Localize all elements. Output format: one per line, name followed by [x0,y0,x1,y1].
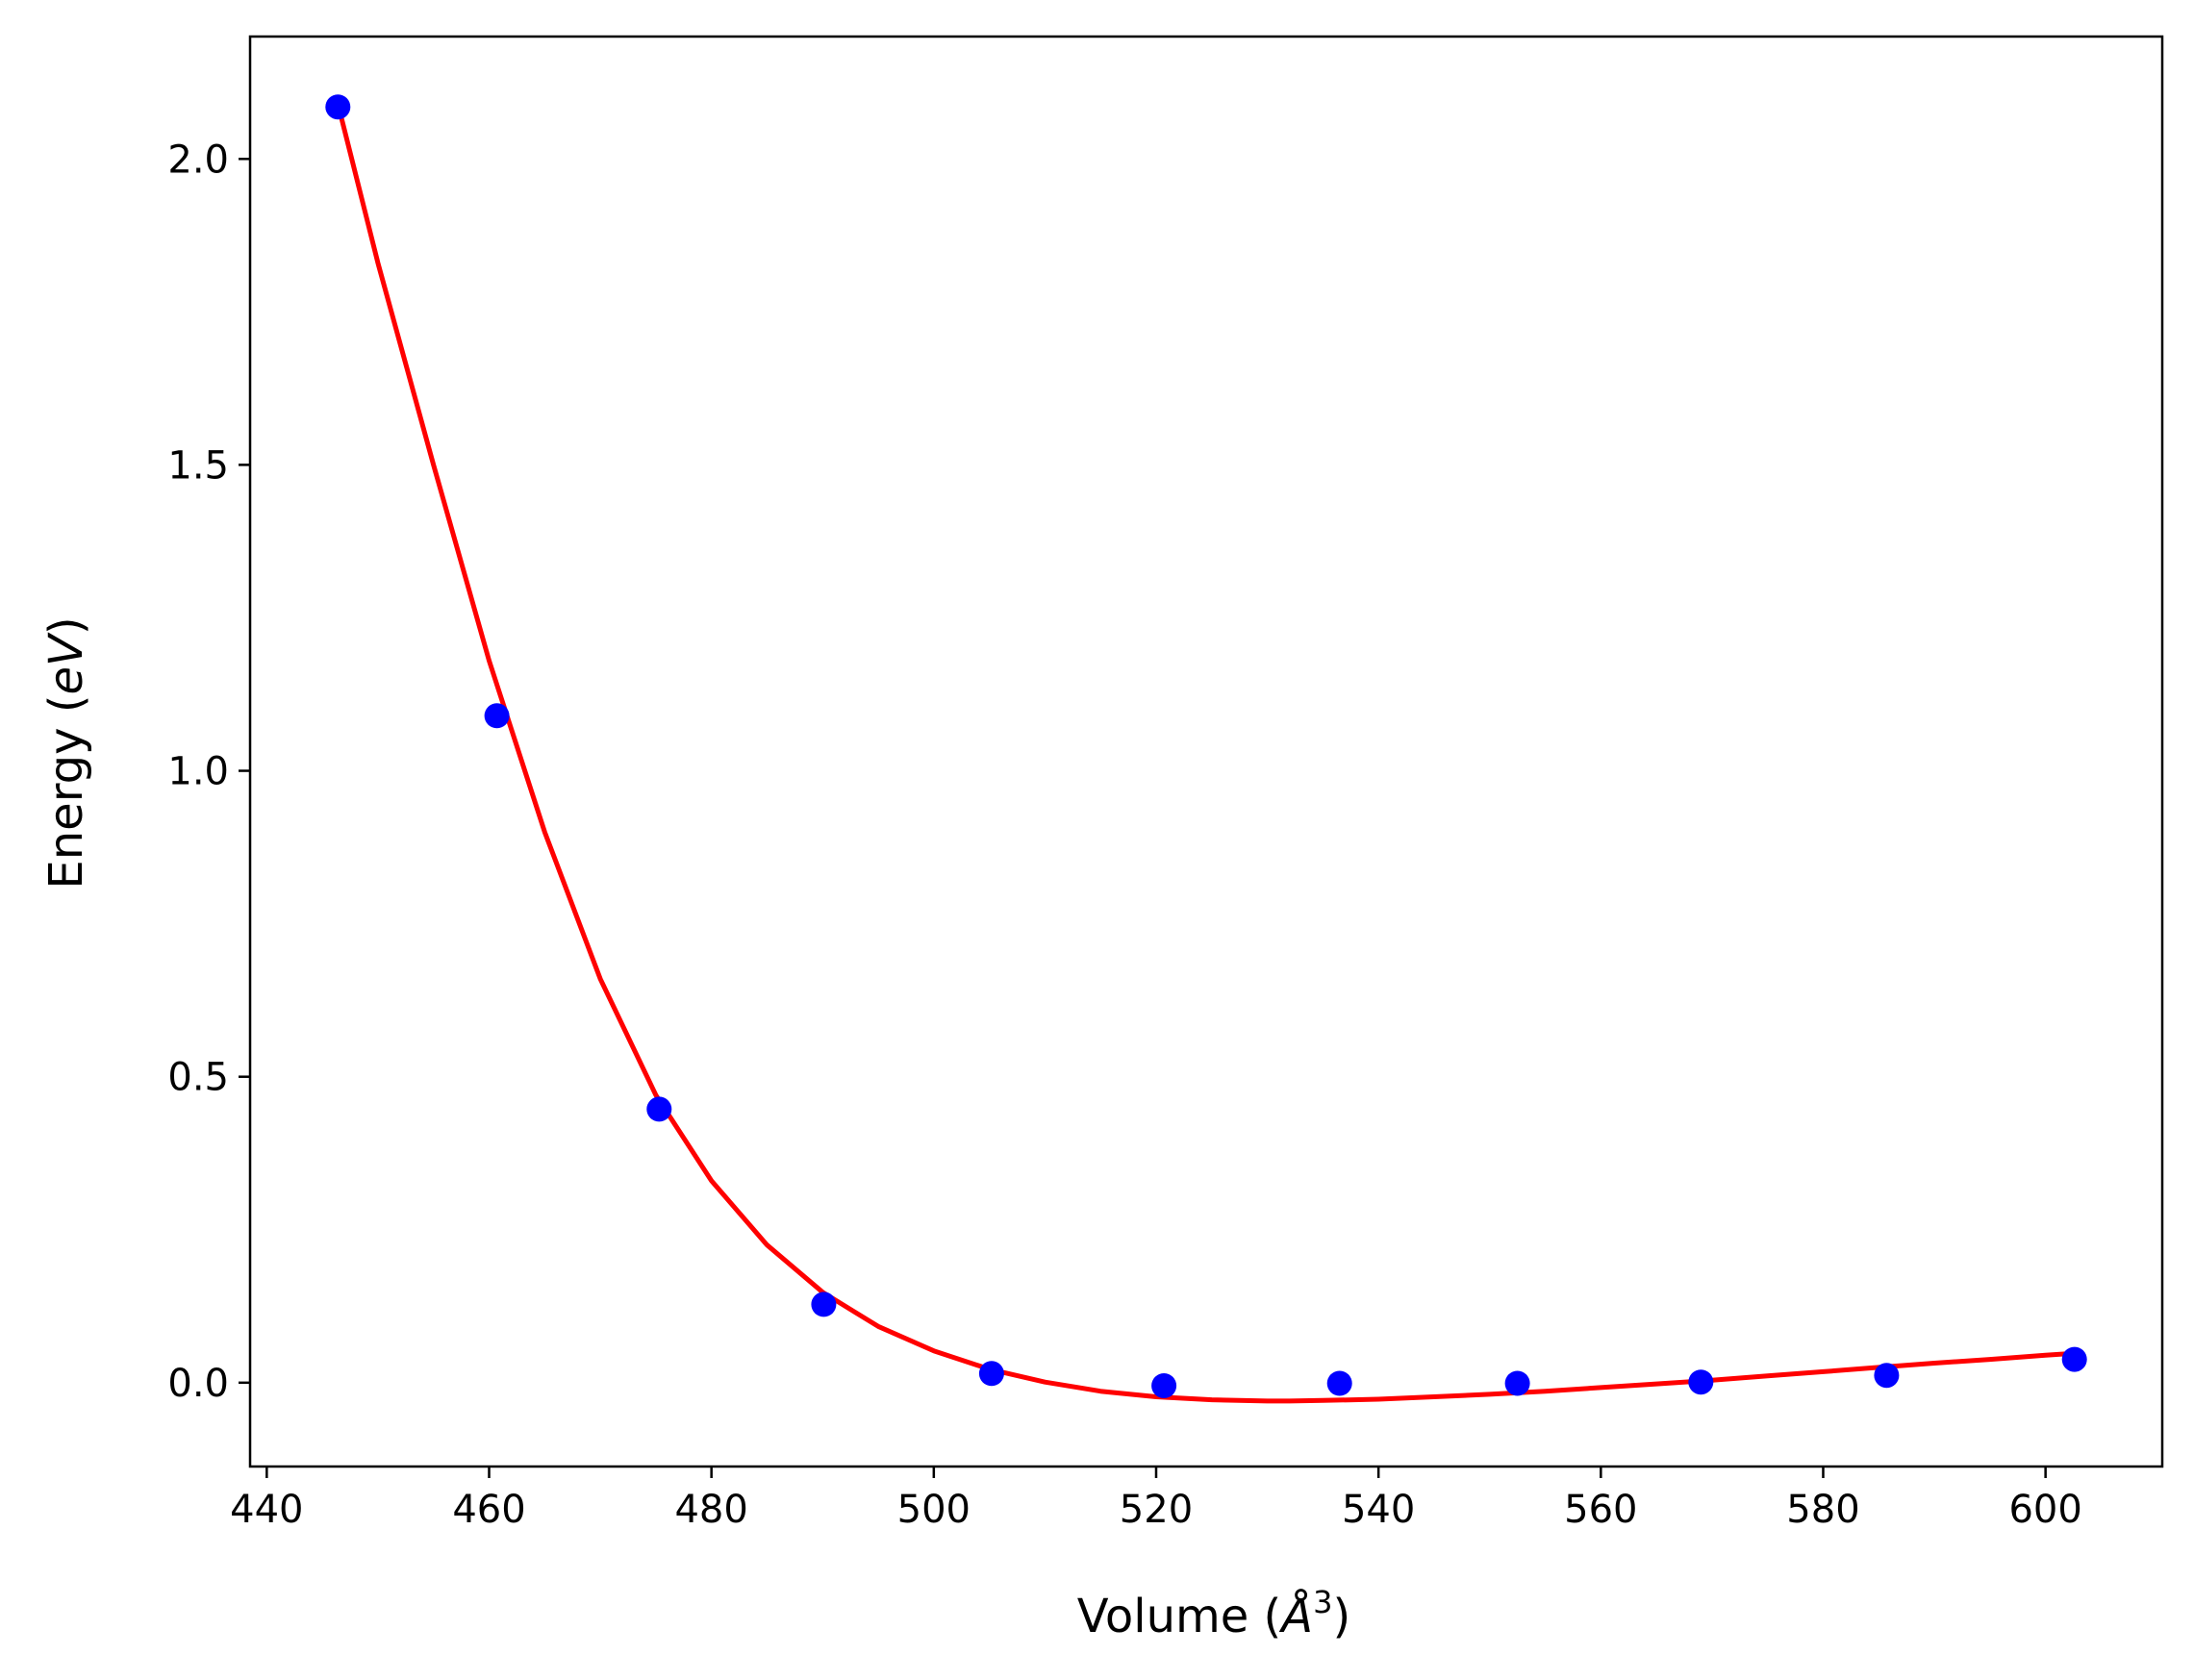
x-axis-label-prefix: Volume ( [1077,1590,1282,1643]
data-point [978,1361,1004,1387]
x-axis-label-exponent: 3 [1313,1584,1332,1620]
y-tick-label: 0.5 [167,1056,229,1100]
y-axis-ticks: 0.0 0.5 1.0 1.5 2.0 [167,138,250,1406]
x-tick-label: 520 [1120,1488,1193,1532]
x-tick-label: 540 [1342,1488,1415,1532]
y-tick-label: 2.0 [167,138,229,182]
data-point [1874,1363,1900,1389]
x-tick-label: 600 [2008,1488,2081,1532]
plot-area [248,35,2164,1468]
plot-frame [248,35,2164,1468]
data-point [646,1096,672,1122]
data-point [2061,1346,2087,1372]
data-point [325,94,351,120]
x-axis-label-symbol: Å [1278,1589,1313,1643]
data-point [1326,1370,1352,1396]
x-tick-label: 580 [1786,1488,1859,1532]
x-tick-label: 500 [897,1488,971,1532]
x-tick-label: 560 [1564,1488,1637,1532]
x-tick-label: 460 [452,1488,525,1532]
y-tick-label: 1.5 [167,443,229,488]
x-tick-label: 440 [230,1488,303,1532]
data-point [811,1291,837,1317]
data-point [1151,1373,1177,1398]
series-layer [325,94,2087,1404]
fit-curve-line [335,103,2075,1404]
y-tick-label: 1.0 [167,750,229,794]
y-axis-label-suffix: ) [39,616,93,635]
data-point [1504,1370,1530,1396]
y-axis-label-prefix: Energy ( [39,695,93,890]
data-point [484,703,510,729]
y-tick-label: 0.0 [167,1362,229,1406]
x-axis-ticks: 440 460 480 500 520 540 560 580 600 [230,1467,2082,1532]
data-point [1688,1369,1714,1395]
x-tick-label: 480 [674,1488,747,1532]
x-axis-label: Volume (Å3) [1077,1584,1350,1643]
y-axis-label-unit: eV [39,632,93,695]
x-axis-label-suffix: ) [1332,1590,1350,1643]
y-axis-label: Energy (eV) [39,616,93,889]
